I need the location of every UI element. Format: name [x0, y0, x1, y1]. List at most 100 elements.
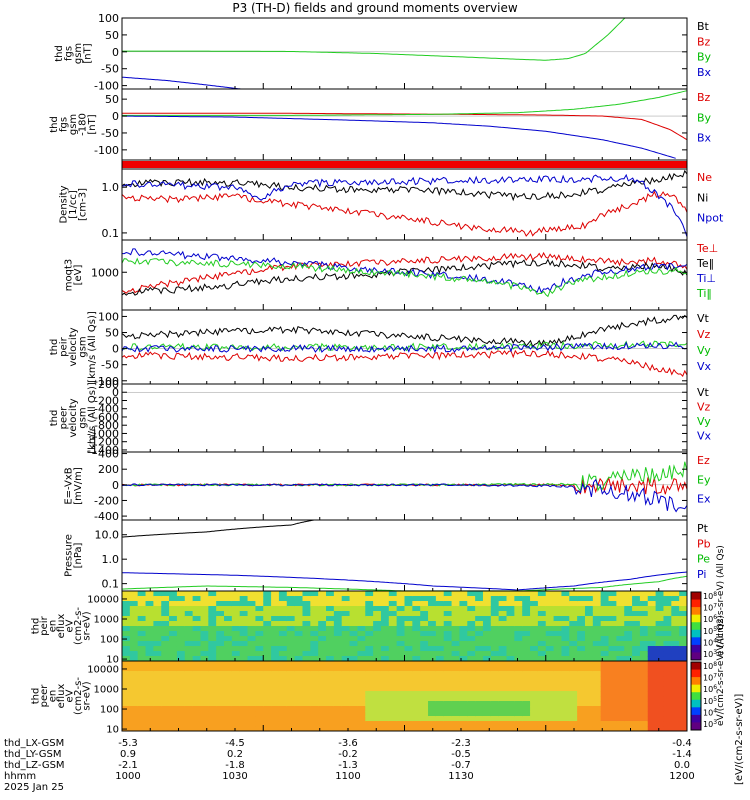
peer_spec-image: [122, 661, 687, 731]
x-tick-lz: -1.8: [225, 760, 245, 771]
peerv-ytick: 0: [112, 386, 119, 399]
peerv-legend-3: Vx: [697, 430, 712, 443]
peirv-ylabel-3: gsm: [78, 336, 89, 357]
temperature-series-Ti⊥: [122, 248, 687, 294]
right-colorbar-label: [eV/(cm2-s-sr-eV)]: [734, 694, 745, 785]
x-tick-lx: -3.6: [338, 738, 358, 749]
temperature-legend-1: Te‖: [696, 257, 714, 270]
density-ylabel-0: Density: [59, 185, 70, 223]
density-legend-0: Ne: [697, 171, 712, 184]
peirv-series-Vz: [122, 349, 687, 377]
peirv-series-Vt: [122, 314, 687, 348]
peer_spec-ytick: 1000: [94, 685, 119, 696]
fgs-series-Bx: [122, 76, 241, 89]
x-tick-ly: -1.4: [672, 749, 692, 760]
peer_spec-ylabel-4: eV: [65, 689, 76, 702]
temperature-legend-0: Te⊥: [696, 242, 718, 255]
fgs-ylabel-0: thd: [54, 45, 65, 62]
peer_spec-cbar-tick: 105: [703, 696, 717, 706]
peer_spec-colorbar-label: eV/(cm2-s-sr-eV) (All Qs): [716, 615, 726, 726]
status-strip: [122, 161, 687, 168]
peir_spec-cbar-tick: 105: [703, 626, 717, 636]
fgs-ytick: -50: [101, 63, 119, 76]
x-tick-lx: -2.3: [451, 738, 471, 749]
fgl-legend-2: Bx: [697, 132, 712, 145]
peer_spec-ytick: 100: [100, 705, 119, 716]
efield-legend-0: Ez: [697, 454, 710, 467]
pressure-series-Pi: [122, 571, 687, 591]
efield-series-Ex: [122, 478, 687, 513]
fgl-series-Bz: [122, 112, 687, 141]
efield-ytick: -200: [94, 494, 119, 507]
fgl-ytick: 50: [105, 93, 119, 106]
fgs-legend-1: Bz: [697, 35, 711, 48]
peer_spec-cbar-tick: 106: [703, 684, 717, 694]
x-tick-hhmm: 1130: [448, 771, 473, 782]
efield-ytick: 0: [112, 479, 119, 492]
peir_spec-ylabel-3: eflux: [56, 614, 67, 639]
efield-frame: [121, 451, 688, 521]
x-tick-lz: -2.1: [118, 760, 138, 771]
peirv-legend-2: Vy: [697, 344, 711, 357]
temperature-ylabel-0: moqt3: [63, 259, 74, 292]
x-tick-ly: -0.5: [451, 749, 471, 760]
peir_spec-cbar-tick: 103: [703, 649, 717, 659]
peirv-series-Vx: [122, 341, 687, 354]
fgs-legend-3: Bx: [697, 66, 712, 79]
peerv-ytick: -1200: [87, 436, 119, 449]
peir_spec-ylabel-0: thd: [31, 618, 42, 635]
pressure-legend-1: Pb: [697, 537, 711, 550]
x-tick-ly: 0.9: [120, 749, 136, 760]
pressure-legend-3: Pi: [697, 568, 706, 581]
fgs-ylabel-2: gsm: [73, 43, 84, 64]
fgl-ytick: 0: [112, 110, 119, 123]
peerv-ytick: 200: [98, 378, 119, 391]
peirv-legend-3: Vx: [697, 360, 712, 373]
efield-ylabel-1: [mV/m]: [73, 467, 84, 505]
peerv-legend-1: Vz: [697, 401, 711, 414]
density-legend-1: Ni: [697, 191, 708, 204]
pressure-ytick: 0.1: [102, 578, 120, 591]
pressure-ytick: 10.0: [95, 529, 120, 542]
efield-ytick: 200: [98, 463, 119, 476]
peer_spec-cbar-tick: 104: [703, 707, 717, 717]
x-axis-row-label: thd_LX-GSM: [4, 738, 64, 749]
density-series-Ne: [122, 190, 687, 237]
pressure-legend-2: Pe: [697, 553, 710, 566]
fgl-frame: [121, 88, 688, 161]
peerv-frame: [121, 383, 688, 453]
peir_spec-cbar-tick: 106: [703, 614, 717, 624]
x-tick-lz: -0.7: [451, 760, 471, 771]
temperature-series-Te‖: [122, 258, 687, 296]
peirv-ylabel-0: thd: [49, 339, 60, 356]
peerv-ytick: -600: [94, 411, 119, 424]
x-tick-hhmm: 1030: [222, 771, 247, 782]
peirv-series-Vy: [122, 340, 687, 353]
peerv-ylabel-2: velocity: [68, 398, 79, 437]
peirv-legend-1: Vz: [697, 328, 711, 341]
peir_spec-ytick: 10: [106, 655, 119, 666]
peerv-legend-0: Vt: [697, 386, 710, 399]
fgl-ylabel-4: [nT]: [87, 114, 98, 134]
pressure-ylabel-0: Pressure: [63, 534, 74, 577]
peerv-ytick: -400: [94, 403, 119, 416]
fgs-series-By: [122, 18, 626, 61]
peirv-ytick: 100: [98, 310, 119, 323]
peerv-ylabel-1: peer: [59, 406, 70, 430]
peer_spec-ytick: 10: [106, 725, 119, 736]
panel-efield: 400 200 0 -200 -400 Ez Ey Ex E=-VxB[mV/m]: [63, 448, 711, 524]
temperature-series-Ti‖: [122, 257, 687, 298]
density-series-Npot: [122, 173, 687, 238]
temperature-ylabel-1: [eV]: [73, 265, 84, 286]
density-series-Ni: [122, 169, 687, 202]
peer_spec-cbar-tick: 108: [703, 661, 717, 671]
density-ytick: 1.0: [102, 181, 120, 194]
peirv-legend-0: Vt: [697, 312, 710, 325]
fgl-ylabel-2: gsm: [68, 114, 79, 135]
peerv-ytick: -1000: [87, 427, 119, 440]
temperature-legend-3: Ti‖: [696, 287, 712, 300]
